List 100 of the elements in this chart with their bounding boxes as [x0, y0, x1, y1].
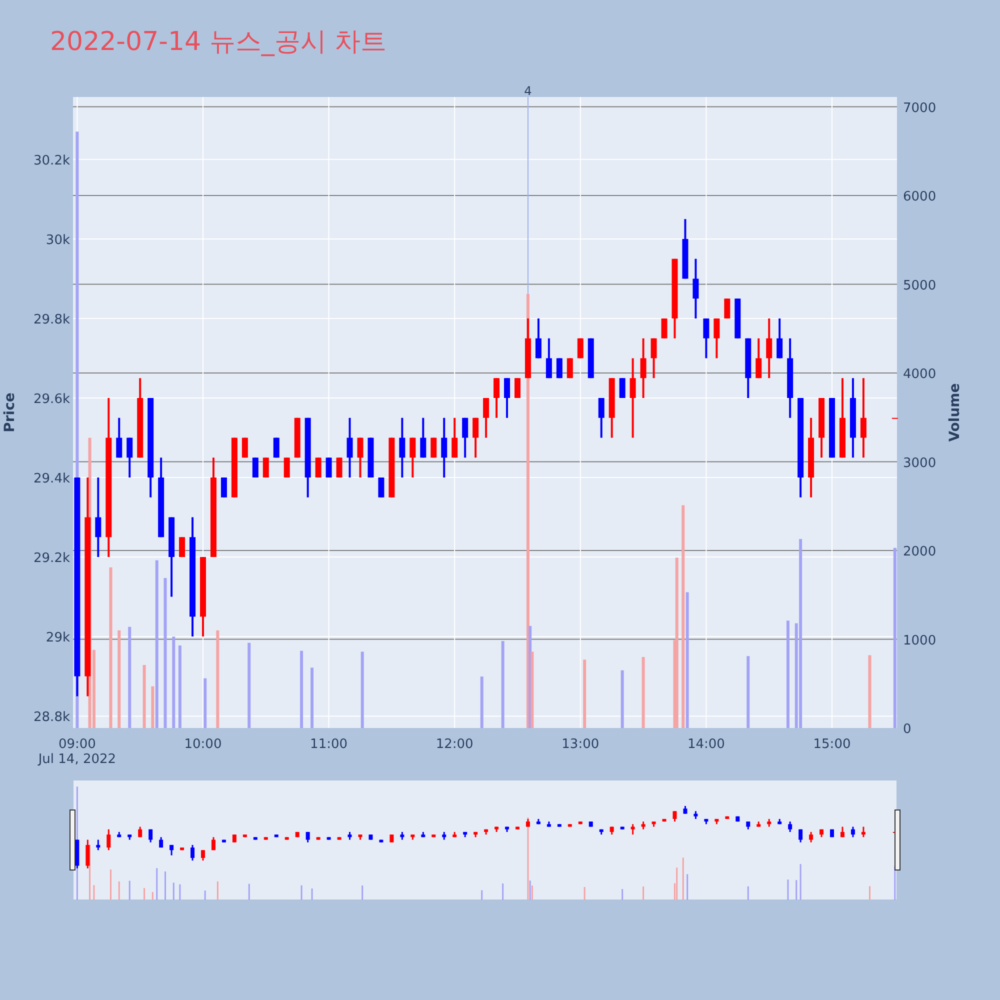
chart-title: 2022-07-14 뉴스_공시 차트	[50, 27, 387, 57]
candlestick	[766, 317, 772, 380]
y-tick-label: 29.2k	[34, 551, 70, 566]
bar	[682, 505, 685, 728]
candlestick	[430, 436, 437, 459]
y-tick-label: 29.6k	[34, 392, 70, 407]
y-tick-label: 29.8k	[34, 312, 70, 328]
candlestick	[724, 298, 730, 320]
bar	[799, 538, 802, 728]
candlestick	[273, 436, 280, 459]
candlestick	[116, 416, 122, 459]
candlestick	[703, 317, 710, 360]
candlestick	[494, 377, 500, 419]
candlestick	[640, 337, 646, 399]
bar	[151, 686, 154, 728]
bar	[360, 652, 364, 728]
candlestick	[776, 317, 783, 360]
candlestick	[284, 456, 290, 479]
candlestick	[179, 536, 186, 558]
candlestick	[452, 416, 458, 459]
candlestick	[357, 436, 364, 479]
bar	[92, 650, 96, 728]
candlestick	[692, 258, 699, 320]
y2-tick-label: 2000	[903, 544, 936, 560]
candlestick	[619, 377, 626, 399]
bar	[686, 592, 689, 728]
candlestick	[410, 436, 416, 479]
candlestick	[378, 476, 384, 498]
y-tick-label: 29k	[46, 630, 70, 646]
bar	[642, 657, 645, 728]
y-tick-label: 29.4k	[34, 472, 70, 487]
bar	[204, 678, 207, 728]
bar	[172, 636, 176, 728]
candlestick	[262, 456, 269, 479]
candlestick	[95, 476, 102, 558]
candlestick	[242, 436, 248, 459]
y-tick-label: 28.8k	[34, 710, 70, 726]
y2-tick-label: 0	[903, 722, 912, 737]
y-tick-label: 30.2k	[34, 153, 70, 168]
candlestick	[399, 416, 406, 479]
bar	[794, 623, 798, 728]
x-tick-label: 12:00	[436, 737, 474, 752]
bar	[178, 645, 182, 728]
candlestick	[860, 377, 866, 459]
bar	[501, 641, 504, 728]
candlestick	[346, 416, 353, 479]
candlestick	[650, 337, 657, 380]
candlestick	[326, 456, 332, 479]
candlestick	[714, 317, 720, 360]
bar	[118, 630, 121, 728]
ref-line-label: 4	[524, 84, 532, 98]
bar	[248, 642, 251, 728]
x-tick-label: 15:00	[813, 737, 851, 752]
candlestick	[566, 357, 573, 380]
bar	[786, 620, 790, 728]
candlestick	[315, 456, 322, 479]
bar	[530, 652, 534, 728]
bar	[142, 664, 146, 728]
candlestick	[546, 337, 552, 380]
bar	[109, 567, 112, 728]
candlestick	[420, 416, 426, 459]
candlestick	[535, 317, 542, 360]
bar	[583, 660, 586, 728]
bar	[128, 626, 132, 728]
bar	[155, 560, 158, 728]
bar	[893, 548, 896, 728]
candlestick	[462, 416, 468, 459]
x-tick-label: 09:00	[58, 737, 96, 752]
candlestick	[252, 456, 258, 479]
candlestick	[630, 357, 636, 439]
candlestick	[756, 337, 762, 380]
x-tick-label: 13:00	[562, 737, 600, 752]
bar	[868, 655, 872, 728]
y-axis-title: Price	[2, 392, 18, 432]
candlestick	[598, 396, 604, 439]
bar	[746, 656, 750, 728]
bar	[310, 668, 314, 728]
y2-tick-label: 1000	[903, 633, 936, 648]
y2-axis-title: Volume	[947, 383, 963, 442]
x-tick-label: 14:00	[687, 737, 725, 752]
x-tick-label: 10:00	[184, 737, 222, 752]
bar	[675, 558, 678, 728]
bar	[300, 650, 304, 728]
candlestick	[556, 357, 562, 380]
y2-tick-label: 6000	[903, 190, 936, 205]
y2-tick-label: 4000	[903, 367, 936, 382]
candlestick	[220, 476, 227, 498]
y-tick-label: 30k	[46, 232, 70, 248]
candlestick	[472, 416, 479, 459]
y2-tick-label: 3000	[903, 456, 936, 471]
candlestick	[441, 416, 448, 479]
bar	[480, 676, 484, 728]
candlestick	[504, 377, 510, 419]
bar	[164, 578, 167, 728]
candlestick	[126, 436, 133, 479]
bar	[216, 630, 220, 728]
candlestick	[661, 317, 668, 340]
x-tick-label: 11:00	[310, 737, 348, 752]
candlestick	[336, 456, 342, 479]
y2-tick-label: 7000	[903, 100, 936, 116]
